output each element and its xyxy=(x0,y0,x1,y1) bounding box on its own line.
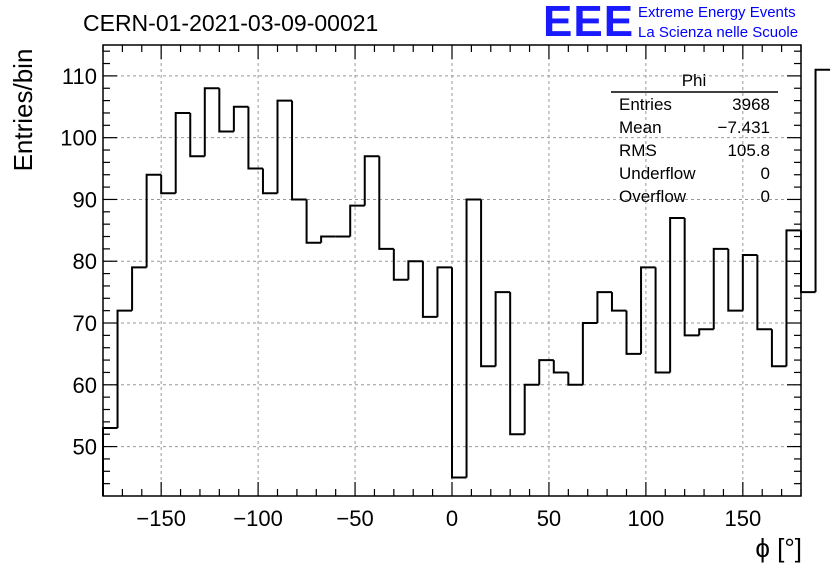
histogram-bin xyxy=(305,199,322,244)
stats-box-name: Phi xyxy=(682,71,707,90)
histogram-bin xyxy=(698,328,714,336)
tick-labels: −150 −100 −50 0 50 100 150 50 60 70 80 90 100 110 xyxy=(60,64,761,531)
histogram-bin xyxy=(247,106,263,170)
histogram-bin xyxy=(800,230,816,294)
histogram-bin xyxy=(261,168,278,195)
histogram-bin xyxy=(509,292,525,436)
y-tick-label: 70 xyxy=(73,311,97,336)
y-tick-label: 80 xyxy=(73,249,97,274)
stats-row-label: Entries xyxy=(619,95,672,114)
histogram-bars xyxy=(102,68,831,496)
x-tick-label: 100 xyxy=(628,506,665,531)
x-axis-label: ϕ [°] xyxy=(755,533,802,563)
histogram-bin xyxy=(785,229,801,367)
histogram-bin xyxy=(727,248,743,312)
y-tick-label: 50 xyxy=(73,435,97,460)
stats-row-label: Underflow xyxy=(619,164,696,183)
histogram-bin xyxy=(145,173,162,268)
histogram-bin xyxy=(320,235,336,243)
stats-box: Phi Entries 3968 Mean −7.431 RMS 105.8 Underfl… xyxy=(611,71,778,206)
histogram-bin xyxy=(683,217,700,337)
y-axis-label: Entries/bin xyxy=(8,49,38,172)
histogram-bin xyxy=(116,309,133,429)
histogram-bin xyxy=(189,112,205,158)
histogram-bin xyxy=(407,260,423,280)
histogram-bin xyxy=(421,261,438,318)
histogram-bin xyxy=(392,248,409,281)
stats-row-label: Mean xyxy=(619,118,662,137)
histogram-bin xyxy=(218,88,234,133)
histogram-bin xyxy=(756,255,772,331)
stats-row-value: 0 xyxy=(761,164,770,183)
histogram-bin xyxy=(378,156,394,250)
histogram-bin xyxy=(232,105,249,132)
stats-row-value: 0 xyxy=(761,187,770,206)
y-tick-label: 110 xyxy=(62,64,97,89)
histogram-bin xyxy=(640,266,656,354)
histogram-bin xyxy=(174,111,191,194)
histogram-bin xyxy=(712,247,729,330)
histogram-bin xyxy=(523,383,540,435)
histogram-bin xyxy=(203,87,220,157)
eee-logo: EEE xyxy=(543,0,635,46)
x-tick-label: −150 xyxy=(136,506,186,531)
histogram-bin xyxy=(451,267,467,479)
stats-row-label: Overflow xyxy=(619,187,687,206)
histogram-bin xyxy=(610,292,627,312)
histogram-bin xyxy=(581,322,598,385)
histogram-bin xyxy=(480,199,496,368)
histogram-bin xyxy=(654,267,671,374)
stats-row-value: −7.431 xyxy=(718,118,770,137)
x-tick-label: 50 xyxy=(537,506,561,531)
histogram-bin xyxy=(625,310,642,355)
eee-logo-line2: La Scienza nelle Scuole xyxy=(638,24,799,41)
x-tick-label: 150 xyxy=(724,506,761,531)
histogram-bin xyxy=(567,372,583,386)
histogram-bin xyxy=(552,360,569,374)
x-tick-label: −100 xyxy=(233,506,283,531)
histogram-bin xyxy=(102,427,118,496)
histogram-bin xyxy=(596,291,612,324)
stats-row-value: 105.8 xyxy=(727,141,770,160)
histogram-bin xyxy=(436,266,452,317)
y-tick-label: 90 xyxy=(73,187,97,212)
histogram-bin xyxy=(363,155,380,206)
histogram-bin xyxy=(814,68,831,293)
histogram-bin xyxy=(276,99,293,194)
y-tick-label: 100 xyxy=(60,126,97,151)
histogram-bin xyxy=(465,198,482,478)
histogram-bin xyxy=(669,216,685,373)
histogram-bin xyxy=(160,174,176,195)
axis-ticks xyxy=(102,45,802,496)
plot-title: CERN-01-2021-03-09-00021 xyxy=(83,10,379,36)
histogram-bin xyxy=(291,100,307,201)
histogram-bin xyxy=(741,254,758,311)
histogram-bin xyxy=(131,266,147,311)
histogram-bin xyxy=(349,204,365,237)
histogram-bin xyxy=(538,359,554,385)
stats-row-label: RMS xyxy=(619,141,657,160)
y-tick-label: 60 xyxy=(73,373,97,398)
histogram-bin xyxy=(494,291,511,367)
x-tick-label: 0 xyxy=(446,506,458,531)
eee-logo-line1: Extreme Energy Events xyxy=(638,4,796,21)
stats-row-value: 3968 xyxy=(732,95,770,114)
histogram-bin xyxy=(770,329,787,368)
x-tick-label: −50 xyxy=(336,506,373,531)
